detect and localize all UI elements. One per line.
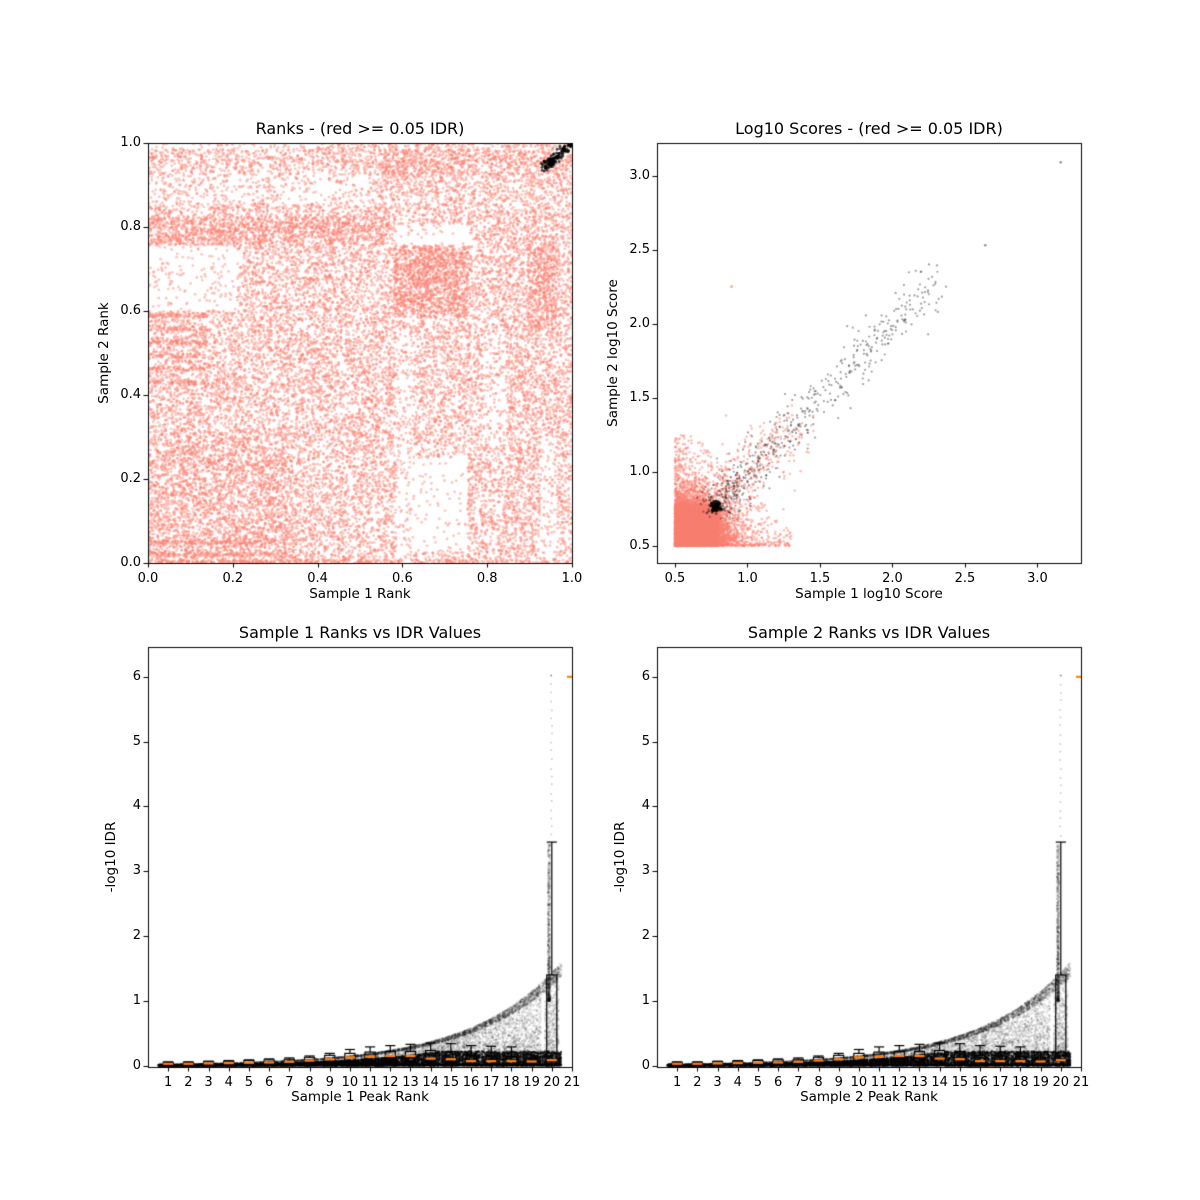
- subplot-ranks-title: Ranks - (red >= 0.05 IDR): [255, 119, 465, 138]
- ranks-xlabel: Sample 1 Rank: [309, 586, 411, 602]
- rank1-idr-ylabel: -log10 IDR: [103, 821, 119, 893]
- x-tick-label: 0.0: [137, 571, 159, 586]
- x-tick-label: 10: [850, 1075, 868, 1090]
- x-tick-label: 17: [482, 1075, 500, 1090]
- x-tick-label: 18: [503, 1075, 520, 1090]
- x-tick-label: 10: [341, 1075, 359, 1090]
- x-tick-label: 17: [991, 1075, 1009, 1090]
- y-tick-label: 2: [641, 928, 650, 944]
- y-tick-label: 4: [132, 798, 141, 814]
- x-tick-label: 5: [753, 1075, 763, 1090]
- y-tick-label: 5: [132, 733, 141, 749]
- x-tick-label: 0.6: [392, 571, 413, 586]
- y-tick-label: 4: [641, 798, 650, 814]
- x-tick-label: 21: [563, 1075, 581, 1090]
- y-tick-label: 1.0: [120, 135, 141, 150]
- x-tick-label: 19: [523, 1075, 540, 1090]
- y-tick-label: 0.0: [120, 555, 141, 570]
- y-tick-label: 6: [132, 668, 141, 684]
- x-tick-label: 20: [543, 1075, 561, 1090]
- x-tick-label: 8: [814, 1075, 823, 1090]
- y-tick-label: 0.6: [120, 303, 141, 318]
- x-tick-label: 12: [891, 1075, 908, 1090]
- y-tick-label: 1.0: [629, 463, 650, 479]
- x-tick-label: 18: [1012, 1075, 1029, 1090]
- x-tick-label: 15: [442, 1075, 460, 1090]
- x-tick-label: 14: [422, 1075, 439, 1090]
- x-tick-label: 2.5: [954, 571, 976, 586]
- x-tick-label: 4: [224, 1075, 233, 1090]
- x-tick-label: 2: [693, 1075, 702, 1090]
- y-tick-label: 2.5: [629, 241, 650, 257]
- y-tick-label: 3.0: [629, 167, 650, 183]
- x-tick-label: 9: [834, 1075, 843, 1090]
- y-tick-label: 0: [641, 1057, 650, 1073]
- rank2-idr-ylabel: -log10 IDR: [612, 821, 628, 893]
- x-tick-label: 20: [1052, 1075, 1070, 1090]
- x-tick-label: 1.0: [561, 571, 583, 586]
- x-tick-label: 6: [265, 1075, 274, 1090]
- rank1-idr-xlabel: Sample 1 Peak Rank: [291, 1089, 429, 1105]
- x-tick-label: 11: [870, 1075, 888, 1090]
- x-tick-label: 15: [951, 1075, 969, 1090]
- x-tick-label: 8: [305, 1075, 314, 1090]
- x-tick-label: 11: [361, 1075, 379, 1090]
- x-tick-label: 6: [774, 1075, 783, 1090]
- x-tick-label: 0.2: [222, 571, 244, 586]
- x-tick-label: 16: [462, 1075, 480, 1090]
- y-tick-label: 0: [132, 1057, 141, 1073]
- subplot-rank1-idr-title: Sample 1 Ranks vs IDR Values: [238, 623, 482, 642]
- y-tick-label: 0.2: [120, 471, 141, 486]
- y-tick-label: 1: [641, 992, 650, 1008]
- y-tick-label: 0.5: [629, 537, 650, 553]
- x-tick-label: 2: [184, 1075, 193, 1090]
- y-tick-label: 0.8: [120, 219, 141, 234]
- x-tick-label: 3: [204, 1075, 213, 1090]
- x-tick-label: 7: [285, 1075, 294, 1090]
- x-tick-label: 7: [794, 1075, 803, 1090]
- x-tick-label: 1.5: [809, 571, 831, 586]
- x-tick-label: 0.5: [664, 571, 686, 586]
- y-tick-label: 0.4: [120, 387, 141, 402]
- rank2-idr-xlabel: Sample 2 Peak Rank: [800, 1089, 938, 1105]
- scores-xlabel: Sample 1 log10 Score: [795, 586, 943, 602]
- x-tick-label: 14: [931, 1075, 948, 1090]
- y-tick-label: 1: [132, 992, 141, 1008]
- x-tick-label: 3: [713, 1075, 722, 1090]
- y-tick-label: 3: [641, 863, 650, 879]
- y-tick-label: 6: [641, 668, 650, 684]
- x-tick-label: 3.0: [1027, 571, 1048, 586]
- y-tick-label: 2.0: [629, 315, 650, 331]
- subplot-rank2-idr-title: Sample 2 Ranks vs IDR Values: [747, 623, 991, 642]
- x-tick-label: 13: [911, 1075, 928, 1090]
- y-tick-label: 1.5: [629, 389, 650, 405]
- x-tick-label: 1.0: [737, 571, 758, 586]
- x-tick-label: 1: [164, 1075, 173, 1090]
- x-tick-label: 19: [1032, 1075, 1049, 1090]
- x-tick-label: 4: [733, 1075, 742, 1090]
- x-tick-label: 2.0: [882, 571, 903, 586]
- x-tick-label: 21: [1072, 1075, 1090, 1090]
- x-tick-label: 12: [382, 1075, 399, 1090]
- x-tick-label: 0.8: [476, 571, 498, 586]
- x-tick-label: 16: [971, 1075, 989, 1090]
- x-tick-label: 1: [673, 1075, 682, 1090]
- x-tick-label: 13: [402, 1075, 419, 1090]
- x-tick-label: 9: [325, 1075, 334, 1090]
- x-tick-label: 0.4: [307, 571, 328, 586]
- y-tick-label: 5: [641, 733, 650, 749]
- y-tick-label: 3: [132, 863, 141, 879]
- y-tick-label: 2: [132, 928, 141, 944]
- x-tick-label: 5: [244, 1075, 254, 1090]
- subplot-scores-title: Log10 Scores - (red >= 0.05 IDR): [735, 119, 1003, 138]
